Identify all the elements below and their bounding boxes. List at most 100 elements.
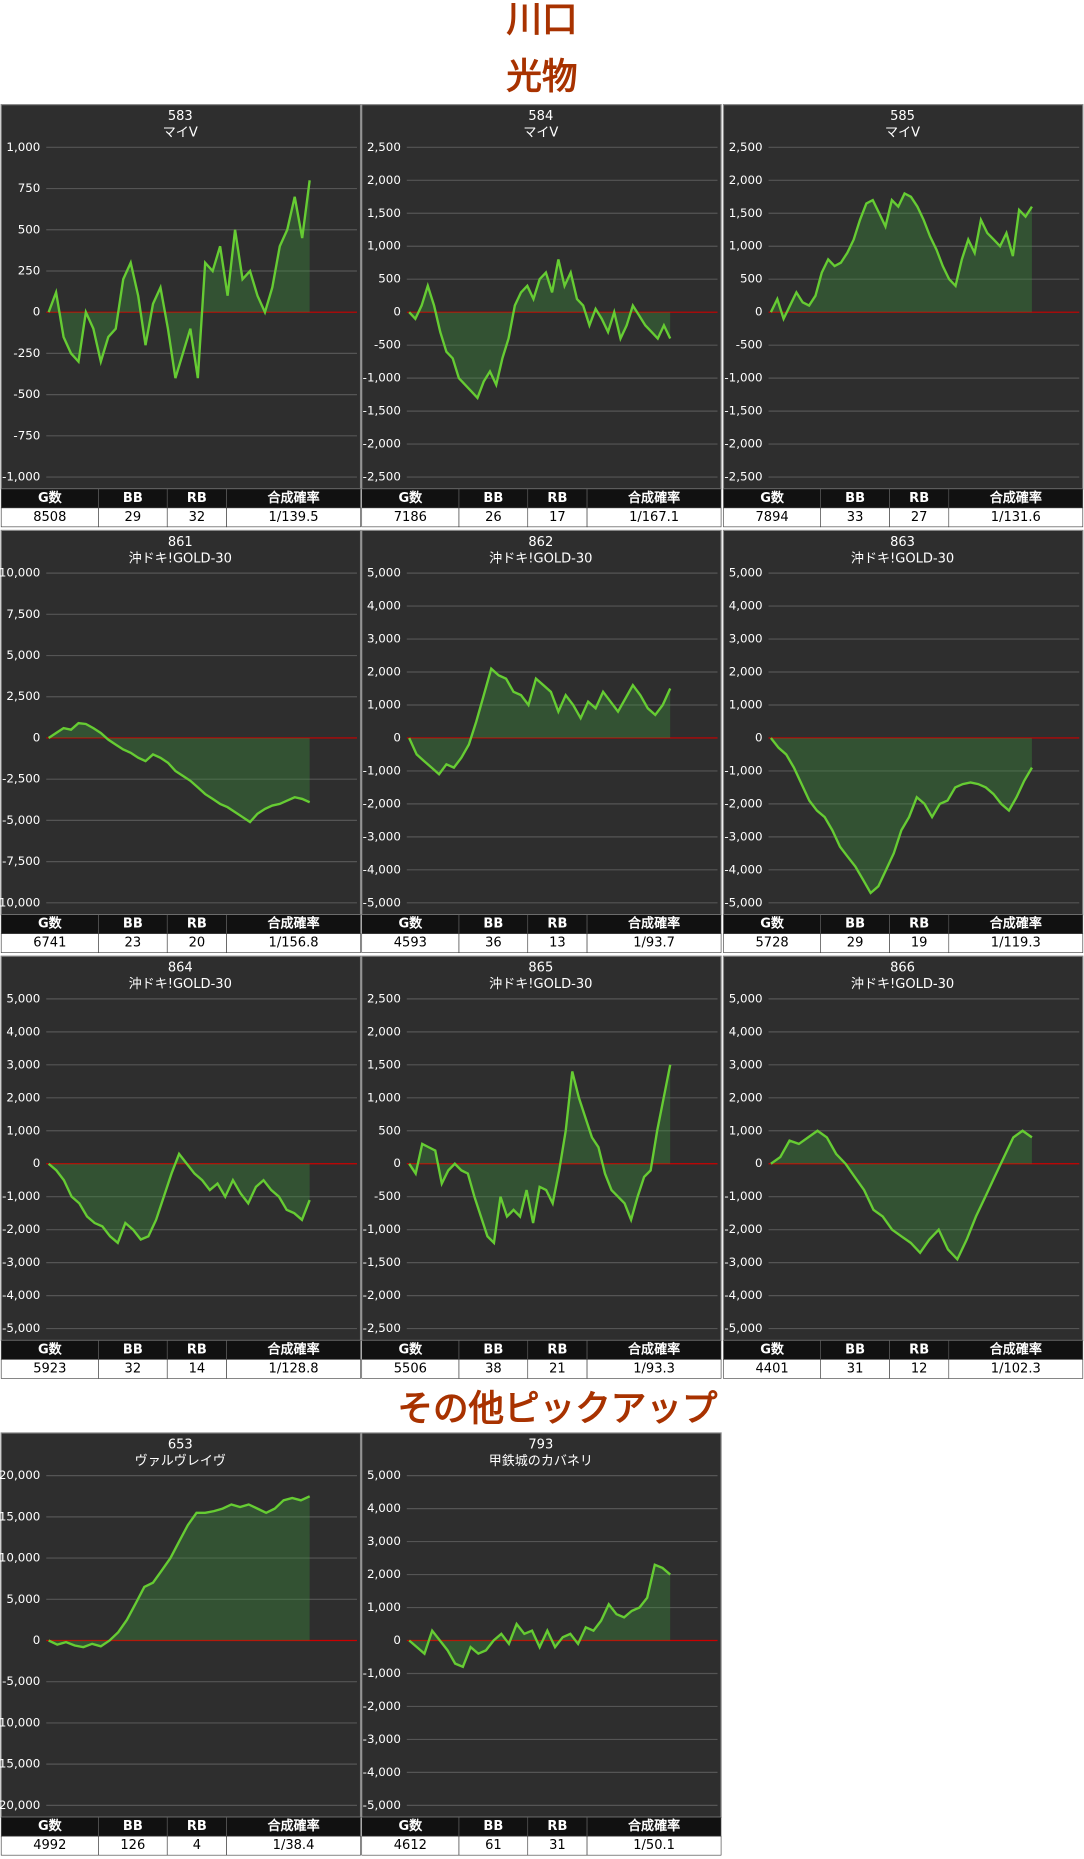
table-header: G数 (38, 1818, 63, 1834)
table-header: BB (123, 917, 143, 932)
table-value: 29 (847, 936, 864, 951)
y-tick-label: -1,000 (363, 1666, 401, 1680)
table-value: 4992 (33, 1838, 66, 1853)
y-tick-label: -1,000 (2, 1189, 40, 1203)
line (47, 180, 311, 379)
chart-title: 864 (168, 961, 193, 976)
table-value: 1/38.4 (273, 1838, 315, 1853)
y-tick-label: 5,000 (6, 991, 40, 1005)
y-tick-label: 0 (755, 1156, 763, 1170)
table-header: BB (845, 491, 865, 506)
table-header: G数 (398, 490, 423, 506)
y-tick-label: -1,500 (363, 404, 401, 418)
y-tick-label: 0 (33, 1633, 41, 1647)
y-tick-label: -2,500 (363, 1321, 401, 1335)
y-tick-label: -5,000 (363, 895, 401, 909)
table-header: RB (187, 1342, 207, 1357)
table-header: BB (845, 917, 865, 932)
line (48, 1495, 311, 1649)
table-header: 合成確率 (990, 490, 1042, 506)
y-tick-label: 0 (393, 1156, 401, 1170)
chart-title: 863 (890, 535, 915, 550)
table-header: 合成確率 (267, 916, 319, 932)
table-value: 26 (485, 510, 502, 525)
table-header: 合成確率 (628, 490, 680, 506)
y-tick-label: 2,500 (367, 140, 401, 154)
y-tick-label: -2,000 (724, 437, 762, 451)
table-value: 5728 (755, 936, 788, 951)
table-header: RB (909, 1342, 929, 1357)
y-tick-label: 0 (33, 1156, 41, 1170)
y-tick-label: 1,500 (729, 206, 763, 220)
y-tick-label: -2,000 (724, 796, 762, 810)
y-tick-label: -2,500 (724, 470, 762, 484)
y-tick-label: -750 (13, 428, 40, 442)
chart-title: 793 (528, 1437, 553, 1452)
table-header: BB (483, 491, 503, 506)
chart-subtitle: 沖ドキ!GOLD-30 (129, 977, 232, 992)
y-tick-label: -3,000 (2, 1255, 40, 1269)
y-tick-label: 2,000 (6, 1090, 40, 1104)
panel (361, 1432, 722, 1818)
table-value: 36 (485, 936, 502, 951)
table-header: BB (123, 1819, 143, 1834)
y-tick-label: 5,000 (729, 991, 763, 1005)
table-header: RB (547, 1342, 567, 1357)
y-tick-label: -5,000 (2, 1674, 40, 1688)
y-tick-label: 4,000 (729, 1024, 763, 1038)
y-tick-label: -2,000 (363, 1288, 401, 1302)
y-tick-label: -500 (374, 338, 401, 352)
chart-subtitle: 沖ドキ!GOLD-30 (851, 977, 954, 992)
table-header: G数 (38, 916, 63, 932)
table-value: 23 (125, 936, 142, 951)
chart-subtitle: ヴァルヴレイヴ (135, 1453, 226, 1469)
table-value: 1/131.6 (991, 510, 1041, 525)
table-header: BB (483, 1819, 503, 1834)
y-tick-label: -500 (736, 338, 763, 352)
y-tick-label: 15,000 (0, 1509, 40, 1523)
table-value: 32 (189, 510, 206, 525)
y-tick-label: -500 (13, 387, 40, 401)
table-value: 4 (193, 1838, 201, 1853)
y-tick-label: 5,000 (6, 1592, 40, 1606)
y-tick-label: -3,000 (363, 1732, 401, 1746)
y-tick-label: 1,000 (6, 140, 40, 154)
table-header: BB (483, 917, 503, 932)
table-cell (226, 1835, 361, 1856)
table-value: 1/93.3 (633, 1361, 675, 1376)
panel (722, 955, 1084, 1342)
chart-title: 865 (528, 961, 553, 976)
y-tick-label: -2,500 (363, 470, 401, 484)
table-value: 6741 (33, 936, 66, 951)
y-tick-label: -10,000 (0, 895, 40, 909)
line (770, 1129, 1033, 1262)
table-header: RB (187, 491, 207, 506)
y-tick-label: 2,000 (367, 1024, 401, 1038)
table-value: 1/102.3 (991, 1361, 1041, 1376)
line (769, 191, 1033, 323)
table-value: 4612 (394, 1838, 427, 1853)
table-header: G数 (38, 490, 63, 506)
chart-title: 861 (168, 535, 193, 550)
chart-subtitle: マイV (885, 126, 920, 141)
table-cell (226, 507, 361, 528)
y-tick-label: -4,000 (363, 862, 401, 876)
panel (361, 529, 722, 916)
y-tick-label: 2,000 (367, 173, 401, 187)
table-header: BB (483, 1342, 503, 1357)
table-header: RB (909, 491, 929, 506)
y-tick-label: -1,000 (363, 763, 401, 777)
y-tick-label: 4,000 (6, 1024, 40, 1038)
table-cell (226, 933, 361, 953)
panel (0, 104, 362, 490)
y-tick-label: -5,000 (724, 1321, 762, 1335)
area (409, 1564, 671, 1667)
y-tick-label: 250 (18, 263, 41, 277)
y-tick-label: -3,000 (724, 1255, 762, 1269)
table-value: 29 (125, 510, 142, 525)
chart-subtitle: 沖ドキ!GOLD-30 (489, 977, 592, 992)
table-value: 27 (911, 510, 928, 525)
table-value: 1/156.8 (269, 936, 319, 951)
area (48, 1153, 310, 1243)
table-header: G数 (760, 1341, 785, 1357)
